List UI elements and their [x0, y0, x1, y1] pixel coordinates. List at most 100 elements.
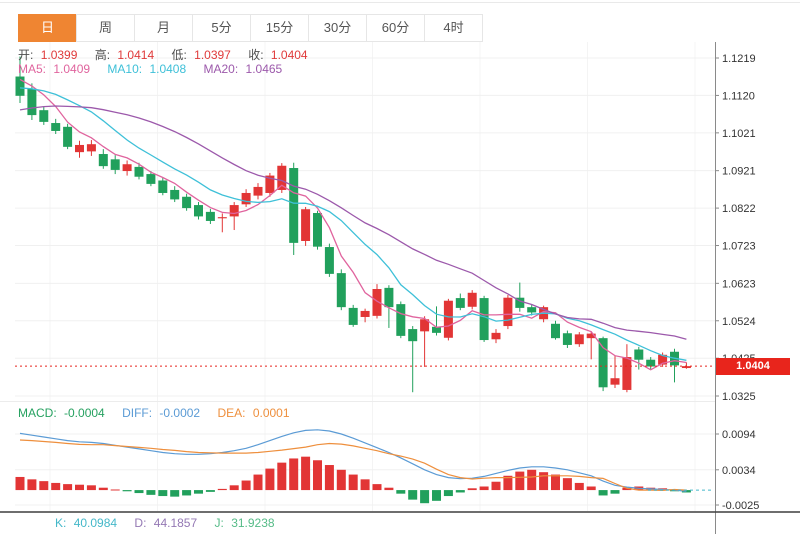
low-label: 低:: [171, 48, 187, 62]
candle-body: [574, 334, 584, 345]
dea-label: DEA:: [217, 406, 246, 420]
axis-tick-label: -0.0025: [722, 500, 759, 512]
macd-hist-bar: [432, 490, 441, 501]
macd-hist-bar: [134, 490, 144, 494]
dea-line: [19, 439, 687, 492]
open-label: 开:: [18, 48, 34, 62]
macd-hist-bar: [170, 490, 180, 497]
macd-hist-bar: [360, 479, 370, 491]
dea-value: 0.0001: [252, 406, 290, 420]
candle-body: [396, 304, 406, 336]
kdj-d-value: 44.1857: [153, 516, 198, 530]
tab-4hour[interactable]: 4时: [424, 14, 483, 42]
ma5-value: 1.0409: [53, 62, 91, 76]
close-value: 1.0404: [270, 48, 308, 62]
macd-hist-bar: [467, 488, 477, 491]
candle-body: [443, 300, 453, 338]
candle-body: [551, 323, 560, 339]
candle-body: [360, 310, 370, 317]
diff-label: DIFF:: [122, 406, 153, 420]
macd-hist-bar: [396, 490, 406, 494]
tab-week[interactable]: 周: [76, 14, 135, 42]
ma20-line: [19, 105, 687, 340]
macd-hist-bar: [610, 490, 620, 494]
macd-hist-bar: [39, 481, 49, 491]
candle-body: [39, 110, 49, 122]
candle-body: [681, 366, 691, 369]
macd-hist-bar: [598, 490, 608, 496]
macd-hist-bar: [562, 478, 572, 491]
axis-tick-label: 1.0325: [722, 391, 756, 403]
macd-hist-bar: [86, 485, 96, 491]
macd-hist-bar: [277, 462, 287, 491]
tab-30min[interactable]: 30分: [308, 14, 367, 42]
candle-body: [527, 307, 537, 313]
macd-hist-bar: [15, 476, 25, 491]
macd-hist-bar: [182, 490, 192, 496]
ohlc-legend: 开: 1.0399 高: 1.0414 低: 1.0397 收: 1.0404: [18, 46, 312, 63]
tab-5min[interactable]: 5分: [192, 14, 251, 42]
macd-hist-bar: [491, 481, 501, 491]
macd-hist-bar: [265, 468, 275, 491]
macd-hist-bar: [586, 486, 596, 491]
ma5-line: [19, 78, 687, 371]
candle-body: [622, 357, 632, 390]
candle-body: [467, 292, 477, 307]
candle-body: [586, 333, 596, 339]
candle-body: [384, 287, 394, 308]
macd-hist-bar: [574, 482, 584, 491]
axis-tick-label: 1.0921: [722, 166, 756, 178]
candle-body: [265, 175, 275, 193]
macd-hist-bar: [158, 490, 168, 497]
high-label: 高:: [94, 48, 111, 62]
macd-legend: MACD: -0.0004 DIFF: -0.0002 DEA: 0.0001: [18, 406, 294, 420]
macd-hist-bar: [194, 490, 203, 494]
macd-hist-bar: [348, 474, 358, 491]
candle-body: [324, 247, 334, 274]
macd-hist-bar: [515, 471, 525, 491]
tab-15min[interactable]: 15分: [250, 14, 309, 42]
candle-body: [336, 273, 346, 308]
kdj-k-value: 40.0984: [73, 516, 118, 530]
kdj-j-label: J:: [214, 516, 224, 530]
candle-body: [610, 378, 620, 385]
candle-body: [479, 298, 489, 341]
ma-legend: MA5: 1.0409 MA10: 1.0408 MA20: 1.0465: [18, 62, 286, 76]
candle-body: [372, 289, 382, 316]
tab-day[interactable]: 日: [18, 14, 77, 42]
axis-tick-label: 1.0822: [722, 203, 756, 215]
macd-hist-bar: [51, 482, 61, 491]
macd-hist-bar: [253, 474, 263, 491]
macd-hist-bar: [63, 484, 73, 491]
candle-body: [194, 205, 203, 217]
candle-body: [455, 298, 465, 308]
tab-60min[interactable]: 60分: [366, 14, 425, 42]
tab-month[interactable]: 月: [134, 14, 193, 42]
candle-body: [122, 164, 132, 172]
macd-hist-bar: [110, 489, 120, 491]
macd-hist-bar: [527, 469, 537, 491]
axis-tick-label: 0.0034: [722, 465, 756, 477]
candle-body: [491, 332, 501, 340]
macd-hist-bar: [98, 487, 108, 491]
macd-hist-bar: [420, 490, 430, 504]
ma5-label: MA5:: [18, 62, 47, 76]
candle-body: [205, 211, 215, 221]
candle-body: [562, 333, 572, 345]
axis-tick-label: 1.1120: [722, 90, 755, 102]
period-tabbar: 日 周 月 5分 15分 30分 60分 4时: [18, 14, 483, 42]
macd-hist-bar: [241, 480, 251, 491]
macd-hist-bar: [551, 474, 560, 491]
candle-body: [646, 359, 656, 367]
candle-body: [658, 354, 668, 365]
macd-value: -0.0004: [64, 406, 105, 420]
macd-hist-bar: [146, 490, 156, 495]
close-label: 收:: [248, 48, 264, 62]
macd-hist-bar: [229, 485, 239, 491]
candle-body: [15, 76, 25, 96]
candle-body: [27, 89, 37, 116]
macd-hist-bar: [408, 490, 418, 500]
candle-body: [515, 297, 525, 308]
